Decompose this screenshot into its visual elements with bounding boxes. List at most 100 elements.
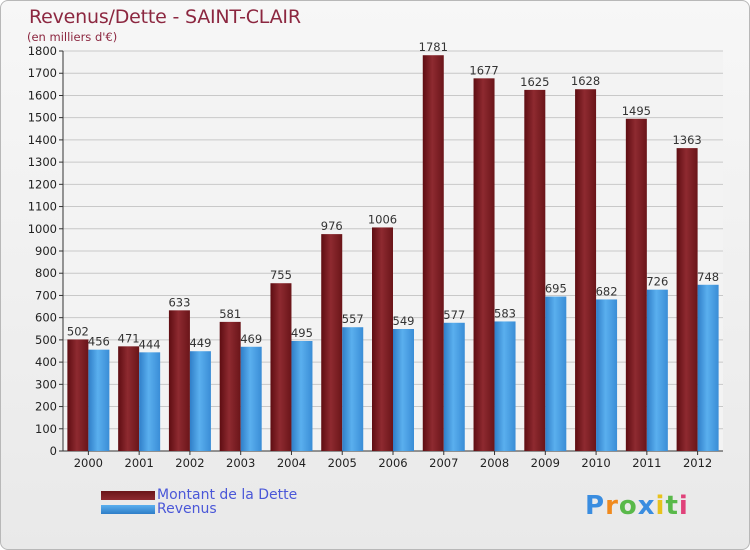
bar-revenus	[697, 284, 719, 451]
logo-letter: r	[605, 491, 619, 521]
x-tick-label: 2002	[175, 456, 204, 470]
y-tick-label: 1600	[28, 88, 57, 102]
data-label-dette: 1677	[469, 63, 498, 77]
y-tick-label: 700	[35, 288, 57, 302]
y-tick-label: 1800	[28, 44, 57, 58]
data-label-revenus: 549	[393, 314, 415, 328]
data-label-dette: 1006	[368, 212, 397, 226]
data-label-dette: 976	[321, 219, 343, 233]
y-tick-label: 500	[35, 333, 57, 347]
y-tick-label: 1100	[28, 200, 57, 214]
logo-letter: i	[655, 491, 666, 521]
x-tick-label: 2004	[277, 456, 306, 470]
x-tick-label: 2005	[328, 456, 357, 470]
data-label-revenus: 583	[494, 306, 516, 320]
x-tick-label: 2001	[125, 456, 154, 470]
logo-letter: t	[665, 491, 679, 521]
x-tick-label: 2008	[480, 456, 509, 470]
y-tick-label: 1500	[28, 111, 57, 125]
y-tick-label: 600	[35, 311, 57, 325]
logo-letter: i	[678, 491, 689, 521]
x-tick-label: 2012	[683, 456, 712, 470]
bar-dette	[473, 78, 495, 451]
proxiti-logo: Proxiti	[585, 491, 689, 521]
chart-subtitle: (en milliers d'€)	[27, 30, 118, 44]
bar-dette	[219, 321, 241, 451]
legend-label-revenus: Revenus	[157, 501, 217, 517]
bar-revenus	[494, 321, 516, 451]
bar-revenus	[189, 351, 211, 451]
y-tick-label: 1000	[28, 222, 57, 236]
data-label-revenus: 469	[240, 332, 262, 346]
bar-revenus	[596, 299, 618, 451]
bar-revenus	[240, 346, 262, 451]
data-label-dette: 1495	[622, 104, 651, 118]
data-label-dette: 471	[118, 331, 140, 345]
x-tick-label: 2011	[632, 456, 661, 470]
bar-dette	[575, 89, 597, 451]
logo-letter: o	[618, 491, 638, 521]
y-tick-label: 800	[35, 266, 57, 280]
legend-item-dette: Montant de la Dette	[101, 487, 297, 503]
bar-dette	[524, 89, 546, 451]
bar-revenus	[393, 329, 414, 451]
bar-dette	[372, 227, 393, 451]
y-tick-label: 400	[35, 355, 57, 369]
data-label-dette: 633	[168, 295, 190, 309]
x-tick-label: 2007	[429, 456, 458, 470]
y-tick-label: 0	[50, 444, 57, 458]
data-label-dette: 581	[219, 307, 241, 321]
data-label-dette: 502	[67, 324, 89, 338]
bar-dette	[625, 118, 647, 452]
x-tick-label: 2003	[226, 456, 255, 470]
logo-letter: x	[637, 491, 656, 521]
x-tick-label: 2000	[74, 456, 103, 470]
legend-item-revenus: Revenus	[101, 501, 217, 517]
data-label-dette: 1781	[419, 40, 448, 54]
legend-swatch-dette	[101, 490, 155, 500]
y-tick-label: 200	[35, 400, 57, 414]
bar-revenus	[646, 289, 668, 451]
data-label-revenus: 682	[596, 284, 618, 298]
legend-label-dette: Montant de la Dette	[157, 487, 298, 503]
x-tick-label: 2010	[581, 456, 610, 470]
bar-dette	[270, 283, 292, 451]
bar-dette	[321, 234, 343, 451]
y-tick-label: 1300	[28, 155, 57, 169]
y-tick-label: 300	[35, 377, 57, 391]
data-label-revenus: 495	[291, 326, 313, 340]
data-label-revenus: 456	[88, 335, 110, 349]
data-label-revenus: 726	[646, 275, 668, 289]
x-tick-label: 2006	[378, 456, 407, 470]
data-label-revenus: 449	[189, 336, 211, 350]
data-label-dette: 1625	[520, 75, 549, 89]
data-label-revenus: 748	[697, 270, 719, 284]
data-label-revenus: 577	[443, 308, 465, 322]
y-tick-label: 1200	[28, 177, 57, 191]
bar-dette	[676, 148, 698, 451]
bar-dette	[168, 310, 190, 451]
bar-revenus	[342, 327, 364, 451]
bar-revenus	[88, 349, 110, 451]
data-label-revenus: 695	[545, 282, 567, 296]
x-tick-label: 2009	[531, 456, 560, 470]
legend-swatch-revenus	[101, 504, 155, 514]
y-tick-label: 1400	[28, 133, 57, 147]
bar-revenus	[291, 341, 313, 451]
data-label-dette: 1363	[672, 133, 701, 147]
data-label-dette: 755	[270, 268, 292, 282]
data-label-dette: 1628	[571, 74, 600, 88]
data-label-revenus: 444	[139, 337, 161, 351]
chart-title: Revenus/Dette - SAINT-CLAIR	[29, 6, 301, 28]
bar-revenus	[139, 352, 161, 451]
bar-dette	[118, 346, 140, 451]
bar-dette	[67, 339, 89, 451]
bar-dette	[422, 55, 444, 451]
y-tick-label: 100	[35, 422, 57, 436]
bar-revenus	[443, 322, 465, 451]
data-label-revenus: 557	[342, 312, 364, 326]
bar-revenus	[545, 296, 567, 451]
y-tick-label: 1700	[28, 66, 57, 80]
logo-letter: P	[585, 491, 606, 521]
y-tick-label: 900	[35, 244, 57, 258]
